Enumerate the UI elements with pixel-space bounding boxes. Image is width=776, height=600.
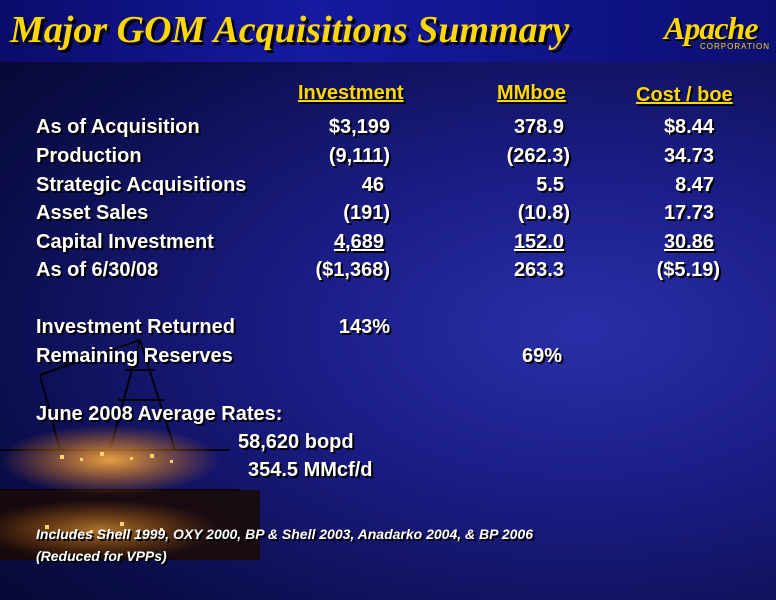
- mmboe-cell: (10.8): [517, 202, 570, 224]
- cost-cell: 30.86: [663, 231, 714, 253]
- cost-cell: 34.73: [663, 145, 714, 167]
- investment-header: Investment: [298, 82, 404, 104]
- investment-returned-label: Investment Returned: [36, 316, 235, 338]
- remaining-reserves-label: Remaining Reserves: [36, 345, 233, 367]
- cost-header: Cost / boe: [636, 84, 733, 106]
- mmboe-cell: 152.0: [513, 231, 564, 253]
- title-bar: [0, 0, 776, 62]
- row-label: As of 6/30/08: [36, 259, 159, 281]
- cost-cell: $8.44: [663, 116, 714, 138]
- mmboe-cell: (262.3): [506, 145, 570, 167]
- row-label: Strategic Acquisitions: [36, 174, 247, 196]
- row-label: As of Acquisition: [36, 116, 200, 138]
- row-label: Asset Sales: [36, 202, 149, 224]
- mmboe-cell: 263.3: [513, 259, 564, 281]
- page-title: Major GOM Acquisitions Summary: [10, 9, 570, 51]
- investment-cell: $3,199: [328, 116, 390, 138]
- investment-cell: (191): [343, 202, 390, 224]
- gas-rate: 354.5 MMcf/d: [248, 459, 373, 481]
- apache-logo: Apache CORPORATION: [664, 10, 772, 56]
- oil-rate: 58,620 bopd: [238, 431, 354, 453]
- cost-cell: 17.73: [663, 202, 714, 224]
- logo-corporation: CORPORATION: [700, 42, 770, 51]
- investment-cell: (9,111): [328, 145, 390, 167]
- mmboe-cell: 378.9: [513, 116, 564, 138]
- rates-label: June 2008 Average Rates:: [36, 403, 283, 425]
- footnote-line-1: Includes Shell 1999, OXY 2000, BP & Shel…: [36, 526, 533, 542]
- mmboe-cell: 5.5: [536, 174, 564, 196]
- row-label: Capital Investment: [36, 231, 214, 253]
- investment-cell: 4,689: [333, 231, 384, 253]
- remaining-reserves-value: 69%: [521, 345, 562, 367]
- investment-cell: ($1,368): [315, 259, 391, 281]
- oil-rig-image: [0, 339, 260, 560]
- footnote-line-2: (Reduced for VPPs): [36, 548, 167, 564]
- cost-cell: ($5.19): [656, 259, 720, 281]
- logo-wordmark: Apache: [664, 10, 759, 46]
- cost-cell: 8.47: [675, 174, 714, 196]
- row-label: Production: [36, 145, 142, 167]
- investment-returned-value: 143%: [338, 316, 390, 338]
- mmboe-header: MMboe: [497, 82, 566, 104]
- investment-cell: 46: [361, 174, 384, 196]
